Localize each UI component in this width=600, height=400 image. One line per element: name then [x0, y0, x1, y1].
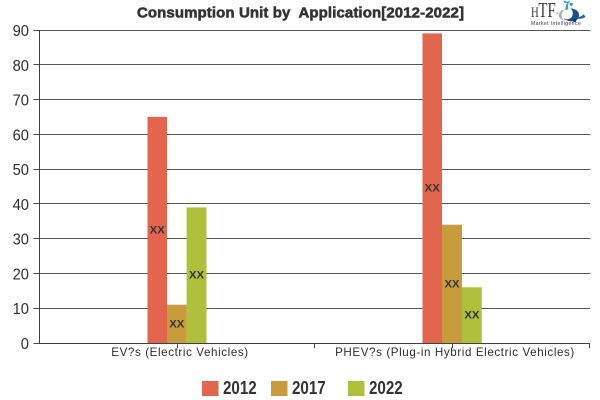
svg-text:XX: XX: [150, 225, 166, 237]
svg-text:2012: 2012: [223, 378, 257, 399]
svg-text:70: 70: [13, 92, 29, 110]
svg-text:30: 30: [13, 231, 29, 249]
svg-text:90: 90: [13, 22, 29, 40]
svg-text:10: 10: [13, 301, 29, 319]
svg-text:EV?s (Electric Vehicles): EV?s (Electric Vehicles): [111, 346, 248, 359]
svg-text:80: 80: [13, 57, 29, 75]
svg-text:XX: XX: [464, 310, 480, 322]
svg-text:XX: XX: [169, 318, 185, 330]
svg-text:2017: 2017: [292, 378, 326, 399]
svg-text:2022: 2022: [369, 378, 403, 399]
svg-text:HTF: HTF: [531, 0, 556, 22]
svg-text:Market Intelligence: Market Intelligence: [531, 21, 581, 27]
svg-text:60: 60: [13, 127, 29, 145]
svg-text:0: 0: [21, 335, 29, 353]
svg-text:50: 50: [13, 162, 29, 180]
svg-text:40: 40: [13, 196, 29, 214]
svg-text:20: 20: [13, 266, 29, 284]
svg-text:XX: XX: [425, 183, 441, 195]
svg-text:PHEV?s (Plug-in Hybrid Electri: PHEV?s (Plug-in Hybrid Electric Vehicles…: [335, 346, 575, 359]
svg-text:Consumption Unit by Applicati: Consumption Unit by Application[2012-202…: [137, 5, 464, 22]
svg-text:XX: XX: [444, 278, 460, 290]
svg-text:XX: XX: [189, 270, 205, 282]
